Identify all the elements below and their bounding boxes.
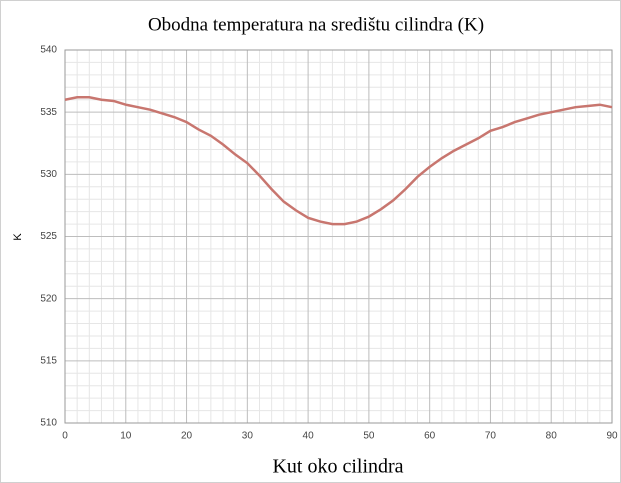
x-tick-label: 90 xyxy=(606,431,618,442)
y-tick-label: 510 xyxy=(40,418,57,429)
x-tick-label: 30 xyxy=(242,431,254,442)
x-tick-label: 70 xyxy=(485,431,497,442)
y-tick-label: 540 xyxy=(40,45,57,56)
y-tick-label: 525 xyxy=(40,231,57,242)
x-tick-label: 40 xyxy=(303,431,315,442)
plot-border xyxy=(64,49,613,424)
x-tick-label: 10 xyxy=(120,431,132,442)
y-tick-label: 520 xyxy=(40,293,57,304)
chart-title: Obodna temperatura na središtu cilindra … xyxy=(148,14,484,35)
y-tick-label: 530 xyxy=(40,169,57,180)
x-tick-label: 80 xyxy=(546,431,558,442)
x-tick-label: 50 xyxy=(363,431,375,442)
y-tick-label: 515 xyxy=(40,355,57,366)
x-axis-label: Kut oko cilindra xyxy=(272,456,403,478)
x-tick-label: 0 xyxy=(62,431,68,442)
x-tick-label: 20 xyxy=(181,431,193,442)
x-tick-label: 60 xyxy=(424,431,436,442)
data-line xyxy=(64,95,613,226)
y-axis-label: K xyxy=(12,233,24,241)
y-tick-label: 535 xyxy=(40,107,57,118)
